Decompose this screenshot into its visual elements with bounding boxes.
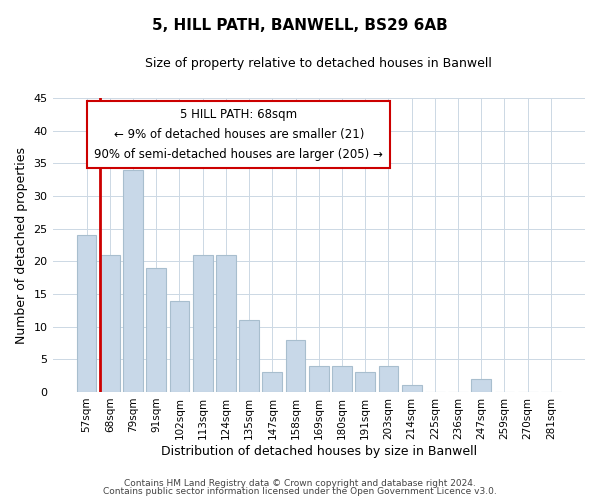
X-axis label: Distribution of detached houses by size in Banwell: Distribution of detached houses by size … <box>161 444 477 458</box>
Bar <box>379 366 398 392</box>
Bar <box>146 268 166 392</box>
Bar <box>123 170 143 392</box>
Bar <box>332 366 352 392</box>
Bar <box>262 372 282 392</box>
Bar <box>77 235 97 392</box>
Y-axis label: Number of detached properties: Number of detached properties <box>15 146 28 344</box>
Bar <box>170 300 190 392</box>
Text: Contains HM Land Registry data © Crown copyright and database right 2024.: Contains HM Land Registry data © Crown c… <box>124 478 476 488</box>
Text: 5, HILL PATH, BANWELL, BS29 6AB: 5, HILL PATH, BANWELL, BS29 6AB <box>152 18 448 32</box>
Bar <box>286 340 305 392</box>
Bar <box>216 255 236 392</box>
Bar <box>239 320 259 392</box>
Bar <box>355 372 375 392</box>
Bar <box>472 379 491 392</box>
Bar <box>100 255 119 392</box>
Bar <box>309 366 329 392</box>
Text: 5 HILL PATH: 68sqm
← 9% of detached houses are smaller (21)
90% of semi-detached: 5 HILL PATH: 68sqm ← 9% of detached hous… <box>94 108 383 162</box>
Title: Size of property relative to detached houses in Banwell: Size of property relative to detached ho… <box>145 58 492 70</box>
Bar <box>402 386 422 392</box>
Bar <box>193 255 212 392</box>
Text: Contains public sector information licensed under the Open Government Licence v3: Contains public sector information licen… <box>103 487 497 496</box>
